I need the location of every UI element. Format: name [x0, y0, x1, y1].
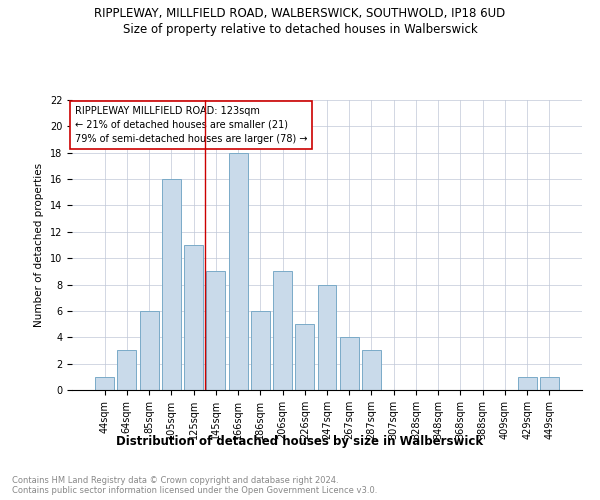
Text: RIPPLEWAY MILLFIELD ROAD: 123sqm
← 21% of detached houses are smaller (21)
79% o: RIPPLEWAY MILLFIELD ROAD: 123sqm ← 21% o… [74, 106, 307, 144]
Bar [340, 338, 359, 390]
Bar [273, 272, 292, 390]
Bar [229, 152, 248, 390]
Text: Distribution of detached houses by size in Walberswick: Distribution of detached houses by size … [116, 435, 484, 448]
Bar [206, 272, 225, 390]
Bar [295, 324, 314, 390]
Bar [184, 245, 203, 390]
Bar [95, 377, 114, 390]
Text: RIPPLEWAY, MILLFIELD ROAD, WALBERSWICK, SOUTHWOLD, IP18 6UD: RIPPLEWAY, MILLFIELD ROAD, WALBERSWICK, … [94, 8, 506, 20]
Bar [140, 311, 158, 390]
Bar [362, 350, 381, 390]
Bar [518, 377, 536, 390]
Y-axis label: Number of detached properties: Number of detached properties [34, 163, 44, 327]
Bar [540, 377, 559, 390]
Text: Contains HM Land Registry data © Crown copyright and database right 2024.
Contai: Contains HM Land Registry data © Crown c… [12, 476, 377, 495]
Bar [251, 311, 270, 390]
Bar [118, 350, 136, 390]
Bar [317, 284, 337, 390]
Bar [162, 179, 181, 390]
Text: Size of property relative to detached houses in Walberswick: Size of property relative to detached ho… [122, 22, 478, 36]
